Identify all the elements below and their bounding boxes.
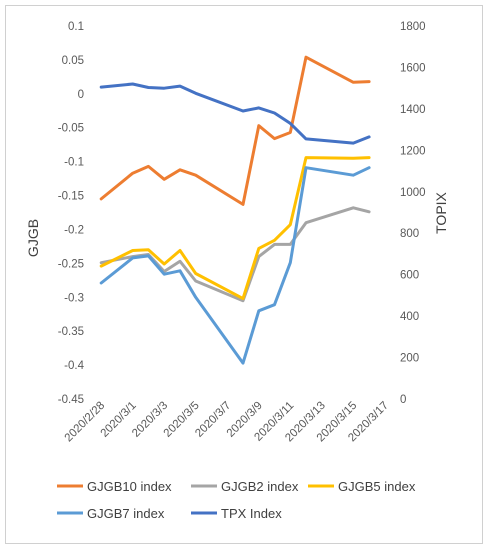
- y-right-tick-label: 1600: [400, 62, 426, 74]
- y-right-tick-label: 1200: [400, 145, 426, 157]
- y-left-tick-label: -0.15: [58, 191, 84, 203]
- legend-label: GJGB10 index: [87, 479, 172, 494]
- y-left-tick-label: -0.3: [64, 292, 84, 304]
- y-right-tick-label: 200: [400, 353, 419, 365]
- y-right-tick-label: 600: [400, 270, 419, 282]
- y-right-tick-label: 1800: [400, 21, 426, 33]
- y-left-tick-label: 0.1: [68, 21, 84, 33]
- y-right-tick-label: 800: [400, 228, 419, 240]
- x-tick-label: 2020/2/28: [63, 400, 108, 445]
- series-line-gjgb10-index: [99, 55, 371, 206]
- chart-frame: [5, 5, 483, 544]
- series-line-tpx-index: [99, 82, 371, 145]
- y-left-tick-label: -0.2: [64, 224, 84, 236]
- y-left-tick-label: -0.05: [58, 123, 84, 135]
- y-left-tick-label: 0.05: [62, 55, 84, 67]
- legend-label: TPX Index: [221, 506, 282, 521]
- y-right-axis-title: TOPIX: [433, 191, 449, 233]
- y-right-tick-label: 0: [400, 394, 406, 406]
- y-right-tick-label: 1000: [400, 187, 426, 199]
- legend-label: GJGB5 index: [338, 479, 416, 494]
- y-left-tick-label: -0.4: [64, 360, 84, 372]
- y-left-tick-label: -0.25: [58, 258, 84, 270]
- y-left-tick-label: -0.35: [58, 326, 84, 338]
- y-right-tick-label: 1400: [400, 104, 426, 116]
- y-left-tick-label: -0.45: [58, 394, 84, 406]
- series-line-gjgb2-index: [99, 206, 371, 303]
- y-right-tick-label: 400: [400, 311, 419, 323]
- series-line-gjgb7-index: [99, 166, 371, 365]
- legend-label: GJGB2 index: [221, 479, 299, 494]
- series-line-gjgb5-index: [99, 156, 371, 301]
- y-left-tick-label: -0.1: [64, 157, 84, 169]
- legend-label: GJGB7 index: [87, 506, 165, 521]
- y-left-tick-label: 0: [78, 89, 84, 101]
- y-left-axis-title: GJGB: [25, 219, 41, 257]
